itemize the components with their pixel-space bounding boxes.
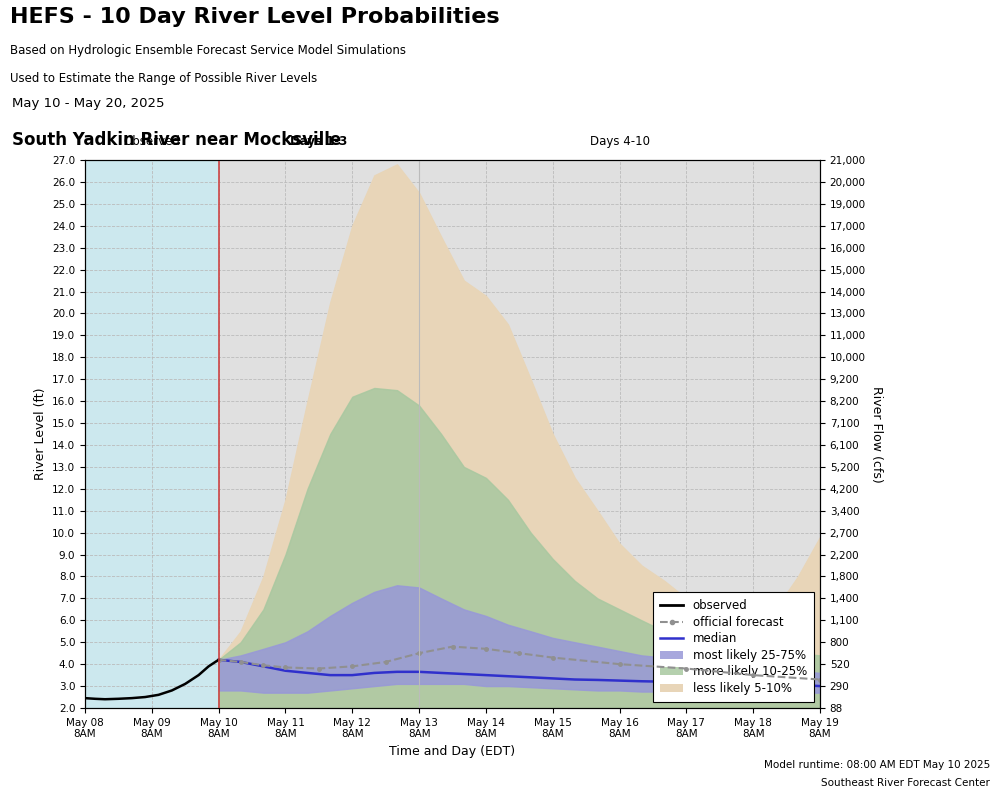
Legend: observed, official forecast, median, most likely 25-75%, more likely 10-25%, les: observed, official forecast, median, mos… — [653, 592, 814, 702]
Y-axis label: River Level (ft): River Level (ft) — [34, 388, 47, 480]
Text: Observed: Observed — [123, 135, 180, 148]
Text: HEFS - 10 Day River Level Probabilities: HEFS - 10 Day River Level Probabilities — [10, 7, 500, 27]
Text: Model runtime: 08:00 AM EDT May 10 2025: Model runtime: 08:00 AM EDT May 10 2025 — [764, 760, 990, 770]
Text: Days 1-3: Days 1-3 — [290, 135, 347, 148]
Bar — [85, 160, 219, 708]
Text: Southeast River Forecast Center: Southeast River Forecast Center — [821, 778, 990, 788]
X-axis label: Time and Day (EDT): Time and Day (EDT) — [389, 745, 516, 758]
Text: Based on Hydrologic Ensemble Forecast Service Model Simulations: Based on Hydrologic Ensemble Forecast Se… — [10, 44, 406, 57]
Text: May 10 - May 20, 2025: May 10 - May 20, 2025 — [12, 97, 164, 110]
Text: South Yadkin River near Mocksville: South Yadkin River near Mocksville — [12, 131, 341, 149]
Bar — [219, 160, 820, 708]
Text: Used to Estimate the Range of Possible River Levels: Used to Estimate the Range of Possible R… — [10, 72, 317, 85]
Y-axis label: River Flow (cfs): River Flow (cfs) — [870, 386, 883, 482]
Text: Days 4-10: Days 4-10 — [590, 135, 650, 148]
